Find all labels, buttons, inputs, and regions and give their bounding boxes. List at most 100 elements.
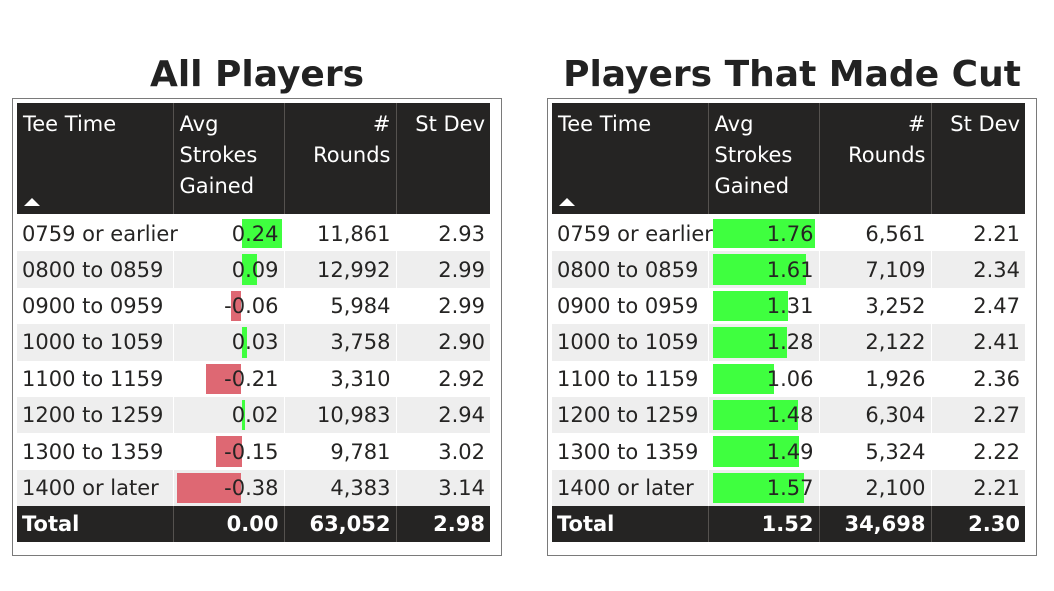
panel-title: Players That Made Cut bbox=[563, 54, 1021, 95]
table-row[interactable]: 0759 or earlier 0.24 11,861 2.93 bbox=[17, 213, 490, 252]
avg-strokes-gained-cell: -0.06 bbox=[173, 287, 285, 325]
table-row[interactable]: 1200 to 1259 0.02 10,983 2.94 bbox=[17, 396, 490, 434]
tee-time-cell: 1300 to 1359 bbox=[17, 433, 174, 470]
negative-data-bar bbox=[231, 290, 242, 322]
rounds-cell: 3,310 bbox=[284, 360, 397, 397]
tee-time-cell: 1000 to 1059 bbox=[17, 324, 174, 361]
table-row[interactable]: 1100 to 1159 -0.21 3,310 2.92 bbox=[17, 360, 490, 397]
table-row[interactable]: 0900 to 0959 -0.06 5,984 2.99 bbox=[17, 287, 490, 325]
avg-strokes-gained-value: 0.24 bbox=[231, 221, 279, 246]
avg-strokes-gained-value: 0.03 bbox=[231, 330, 279, 355]
tee-time-table: Tee Time Avg Strokes Gained # Rounds St … bbox=[552, 103, 1025, 543]
column-header-tee-time[interactable]: Tee Time bbox=[17, 103, 174, 215]
avg-strokes-gained-value: -0.06 bbox=[224, 293, 279, 318]
rounds-cell: 6,561 bbox=[819, 213, 932, 252]
positive-data-bar bbox=[712, 399, 799, 431]
st-dev-cell: 2.94 bbox=[396, 396, 490, 434]
negative-data-bar bbox=[176, 472, 242, 504]
positive-data-bar bbox=[712, 219, 815, 249]
table-row[interactable]: 1300 to 1359 -0.15 9,781 3.02 bbox=[17, 433, 490, 470]
table-row[interactable]: 1000 to 1059 1.28 2,122 2.41 bbox=[552, 324, 1025, 361]
st-dev-cell: 2.99 bbox=[438, 293, 485, 318]
positive-data-bar bbox=[712, 290, 789, 322]
rounds-cell: 3,252 bbox=[819, 287, 932, 325]
avg-strokes-gained-value: 1.76 bbox=[766, 221, 814, 246]
table-frame: Tee Time Avg Strokes Gained # Rounds St … bbox=[547, 98, 1037, 557]
tee-time-cell: 1100 to 1159 bbox=[17, 360, 174, 397]
rounds-cell: 2,122 bbox=[819, 324, 932, 361]
st-dev-cell: 2.21 bbox=[931, 213, 1025, 252]
avg-strokes-gained-cell: 1.49 bbox=[708, 433, 820, 470]
positive-data-bar bbox=[712, 472, 804, 504]
total-label: Total bbox=[17, 506, 174, 543]
avg-strokes-gained-cell: 1.28 bbox=[708, 324, 820, 361]
avg-strokes-gained-value: 1.28 bbox=[766, 330, 814, 355]
tee-time-cell: 0900 to 0959 bbox=[552, 287, 709, 325]
sort-ascending-icon[interactable] bbox=[24, 198, 40, 206]
avg-strokes-gained-cell: 1.76 bbox=[708, 213, 820, 252]
tee-time-cell: 1400 or later bbox=[17, 469, 174, 507]
rounds-cell: 5,984 bbox=[284, 287, 397, 325]
table-row[interactable]: 1100 to 1159 1.06 1,926 2.36 bbox=[552, 360, 1025, 397]
positive-data-bar bbox=[712, 327, 787, 358]
avg-strokes-gained-cell: 1.06 bbox=[708, 360, 820, 397]
panel-title: All Players bbox=[149, 54, 365, 95]
st-dev-cell: 2.93 bbox=[396, 213, 490, 252]
rounds-cell: 6,304 bbox=[819, 396, 932, 434]
table-row[interactable]: 0900 to 0959 1.31 3,252 2.47 bbox=[552, 287, 1025, 325]
sort-ascending-icon[interactable] bbox=[559, 198, 575, 206]
positive-data-bar bbox=[712, 254, 806, 285]
column-header-rounds[interactable]: # Rounds bbox=[819, 103, 932, 215]
avg-strokes-gained-value: 0.09 bbox=[231, 257, 279, 282]
positive-data-bar bbox=[241, 254, 257, 285]
column-header-avg-strokes-gained[interactable]: Avg Strokes Gained bbox=[173, 103, 285, 215]
st-dev-cell: 2.27 bbox=[931, 396, 1025, 434]
table-row[interactable]: 1300 to 1359 1.49 5,324 2.22 bbox=[552, 433, 1025, 470]
avg-strokes-gained-value: 1.31 bbox=[766, 293, 814, 318]
column-header-st-dev[interactable]: St Dev bbox=[396, 103, 490, 215]
rounds-cell: 9,781 bbox=[284, 433, 397, 470]
table-row[interactable]: 1400 or later 1.57 2,100 2.21 bbox=[552, 469, 1025, 507]
column-header-tee-time[interactable]: Tee Time bbox=[552, 103, 709, 215]
positive-data-bar bbox=[241, 399, 245, 431]
tee-time-cell: 1200 to 1259 bbox=[552, 396, 709, 434]
avg-strokes-gained-value: -0.38 bbox=[224, 475, 279, 500]
rounds-cell: 12,992 bbox=[284, 251, 397, 288]
column-header-st-dev[interactable]: St Dev bbox=[931, 103, 1025, 215]
tee-time-cell: 1000 to 1059 bbox=[552, 324, 709, 361]
rounds-cell: 2,100 bbox=[819, 469, 932, 507]
avg-strokes-gained-value: 1.06 bbox=[766, 366, 814, 391]
avg-strokes-gained-value: 0.02 bbox=[231, 403, 279, 428]
negative-data-bar bbox=[205, 363, 242, 394]
positive-data-bar bbox=[241, 219, 283, 249]
avg-strokes-gained-cell: 1.61 bbox=[708, 251, 820, 288]
column-header-avg-strokes-gained[interactable]: Avg Strokes Gained bbox=[708, 103, 820, 215]
positive-data-bar bbox=[241, 327, 247, 358]
table-row[interactable]: 0759 or earlier 1.76 6,561 2.21 bbox=[552, 213, 1025, 252]
table-row[interactable]: 1200 to 1259 1.48 6,304 2.27 bbox=[552, 396, 1025, 434]
tee-time-cell: 1100 to 1159 bbox=[552, 360, 709, 397]
tee-time-cell: 0800 to 0859 bbox=[17, 251, 174, 288]
rounds-cell: 10,983 bbox=[284, 396, 397, 434]
table-row[interactable]: 0800 to 0859 0.09 12,992 2.99 bbox=[17, 251, 490, 288]
tee-time-cell: 1300 to 1359 bbox=[552, 433, 709, 470]
column-header-rounds[interactable]: # Rounds bbox=[284, 103, 397, 215]
avg-strokes-gained-cell: 1.31 bbox=[708, 287, 820, 325]
tee-time-cell: 1400 or later bbox=[552, 469, 709, 507]
total-rounds: 34,698 bbox=[819, 506, 932, 543]
avg-strokes-gained-value: -0.21 bbox=[224, 366, 279, 391]
avg-strokes-gained-value: 1.57 bbox=[766, 475, 814, 500]
total-row: Total 0.00 63,052 2.98 bbox=[17, 506, 490, 543]
avg-strokes-gained-value: 1.49 bbox=[766, 439, 814, 464]
tee-time-table: Tee Time Avg Strokes Gained # Rounds St … bbox=[17, 103, 490, 543]
positive-data-bar bbox=[712, 363, 774, 394]
tee-time-cell: 0759 or earlier bbox=[17, 213, 178, 252]
rounds-cell: 7,109 bbox=[819, 251, 932, 288]
total-st-dev: 2.98 bbox=[396, 506, 490, 543]
table-row[interactable]: 1000 to 1059 0.03 3,758 2.90 bbox=[17, 324, 490, 361]
total-avg-strokes-gained: 1.52 bbox=[708, 506, 820, 543]
table-frame: Tee Time Avg Strokes Gained # Rounds St … bbox=[12, 98, 502, 557]
table-row[interactable]: 0800 to 0859 1.61 7,109 2.34 bbox=[552, 251, 1025, 288]
table-row[interactable]: 1400 or later -0.38 4,383 3.14 bbox=[17, 469, 490, 507]
st-dev-cell: 2.47 bbox=[973, 293, 1020, 318]
